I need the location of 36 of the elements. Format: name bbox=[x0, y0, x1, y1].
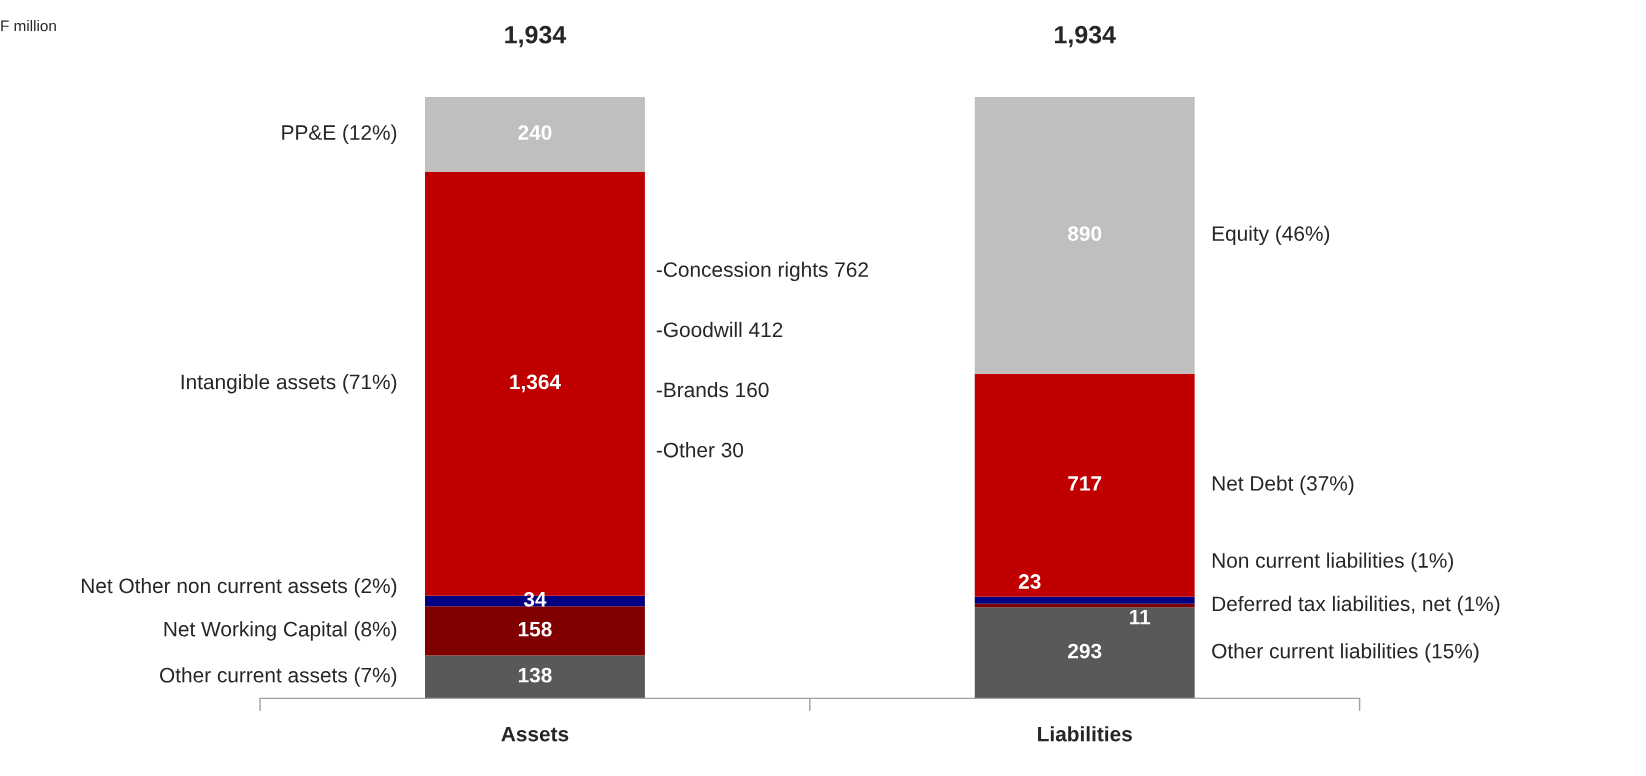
annotation: Non current liabilities (1%) bbox=[1212, 552, 1454, 572]
data-label: 158 bbox=[518, 621, 552, 637]
annotation: -Brands 160 bbox=[656, 381, 769, 398]
bar bbox=[974, 596, 1195, 604]
bar bbox=[425, 655, 645, 699]
data-label: 11 bbox=[1129, 609, 1151, 625]
data-label: 1,364 bbox=[510, 374, 561, 393]
data-label: 138 bbox=[518, 667, 552, 683]
bar bbox=[425, 606, 645, 656]
annotation: Intangible assets (71%) bbox=[181, 374, 397, 394]
data-label: 23 bbox=[1018, 574, 1041, 589]
data-label: 717 bbox=[1068, 476, 1102, 491]
annotation: Net Working Capital (8%) bbox=[164, 621, 397, 641]
annotation: PP&E (12%) bbox=[282, 124, 397, 145]
x-tick-label: Assets bbox=[501, 726, 569, 742]
x-tick-label: Liabilities bbox=[1038, 726, 1132, 742]
annotation: Other current liabilities (15%) bbox=[1212, 643, 1479, 663]
annotation: Net Debt (37%) bbox=[1212, 475, 1354, 495]
bar bbox=[974, 373, 1195, 597]
annotation: Other current assets (7%) bbox=[160, 667, 397, 687]
annotation: -Goodwill 412 bbox=[656, 321, 783, 338]
data-label: 293 bbox=[1068, 643, 1102, 659]
annotation: Equity (46%) bbox=[1212, 225, 1330, 246]
annotation: Net Other non current assets (2%) bbox=[81, 577, 397, 598]
bar bbox=[974, 97, 1195, 374]
data-label: 890 bbox=[1068, 226, 1102, 241]
data-label: 240 bbox=[518, 125, 552, 140]
bar bbox=[974, 607, 1195, 699]
annotation: -Other 30 bbox=[656, 442, 744, 458]
total-label: 1,934 bbox=[505, 25, 567, 48]
text: F million bbox=[1, 20, 56, 32]
annotation: -Concession rights 762 bbox=[656, 261, 868, 282]
data-label: 34 bbox=[523, 591, 547, 607]
bar bbox=[425, 97, 645, 172]
total-label: 1,934 bbox=[1055, 25, 1116, 48]
annotation: Deferred tax liabilities, net (1%) bbox=[1212, 595, 1500, 616]
